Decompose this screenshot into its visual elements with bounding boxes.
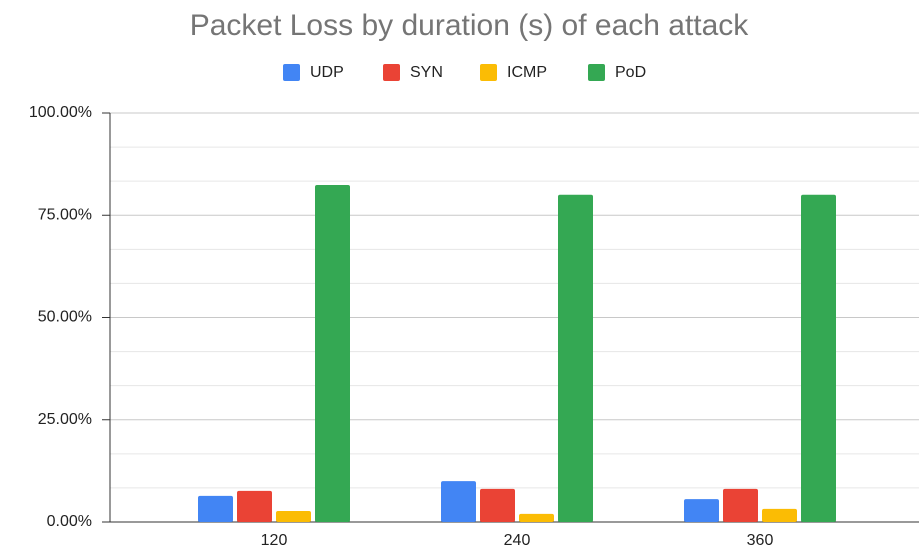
bar [198,495,233,522]
bar [762,508,797,522]
bar [558,194,593,523]
bar [237,490,272,522]
legend-label: SYN [410,64,443,81]
bar [315,184,350,522]
y-tick-label: 0.00% [47,513,92,530]
bar [684,499,719,522]
legend-swatch [588,64,605,81]
bar [519,513,554,522]
legend-swatch [383,64,400,81]
legend-label: UDP [310,64,344,81]
bar [801,194,836,523]
bar [723,488,758,522]
y-tick-label: 50.00% [38,309,92,326]
y-tick-label: 100.00% [29,104,92,121]
x-tick-label: 120 [261,532,288,549]
legend-label: ICMP [507,64,547,81]
x-tick-label: 240 [504,532,531,549]
bar [441,481,476,522]
bar [480,488,515,522]
legend-swatch [283,64,300,81]
y-tick-label: 25.00% [38,411,92,428]
x-tick-label: 360 [747,532,774,549]
bar [276,510,311,522]
chart-title: Packet Loss by duration (s) of each atta… [190,9,750,42]
legend-label: PoD [615,64,646,81]
y-tick-label: 75.00% [38,206,92,223]
legend-swatch [480,64,497,81]
